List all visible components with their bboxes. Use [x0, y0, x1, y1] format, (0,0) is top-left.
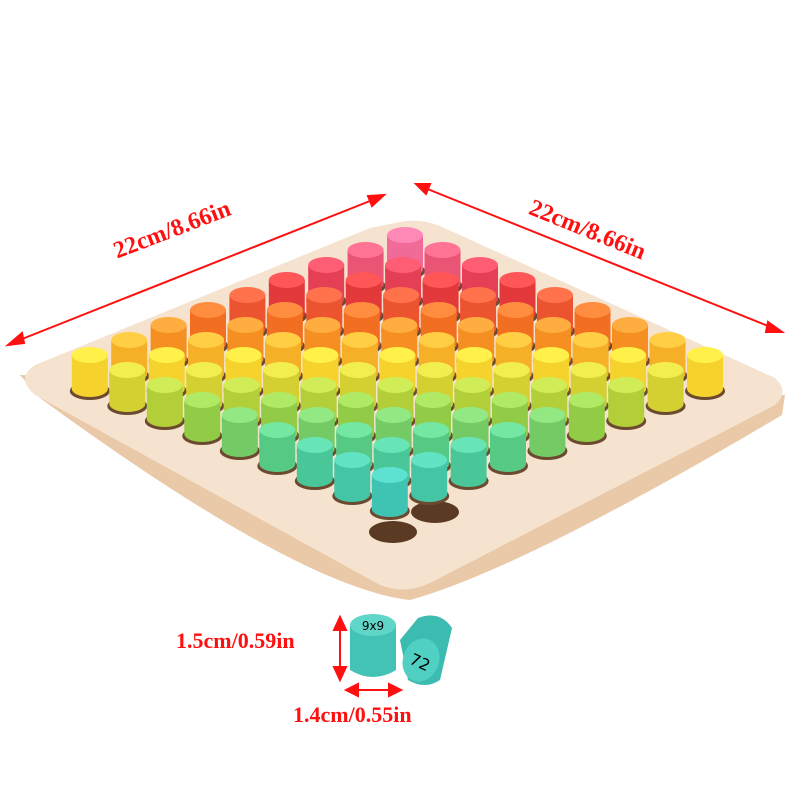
- peg: [606, 377, 647, 430]
- peg: [332, 452, 373, 505]
- peg: [144, 377, 185, 430]
- left-dimension-arrow: [11, 196, 381, 344]
- peg: [182, 392, 223, 445]
- peg-width-label: 1.4cm/0.55in: [293, 702, 412, 727]
- peg: [488, 422, 528, 475]
- peg: [566, 392, 607, 445]
- question-label: 9x9: [362, 619, 384, 633]
- peg: [645, 362, 686, 415]
- dimension-arrows: [4, 183, 786, 698]
- peg: [219, 407, 260, 460]
- peg-grid: [69, 227, 725, 520]
- peg: [409, 452, 450, 505]
- peg-height-label: 1.5cm/0.59in: [176, 628, 295, 653]
- sample-peg-answer: 72: [400, 615, 452, 685]
- peg: [685, 347, 725, 400]
- empty-holes: [369, 501, 459, 543]
- peg: [107, 362, 148, 415]
- peg: [448, 437, 489, 490]
- peg: [257, 422, 298, 475]
- peg: [527, 407, 568, 460]
- peg: [294, 437, 335, 490]
- sample-peg-question: 9x9: [350, 614, 396, 677]
- peg: [69, 347, 110, 400]
- peg: [369, 467, 410, 520]
- right-dimension-arrow: [419, 185, 779, 331]
